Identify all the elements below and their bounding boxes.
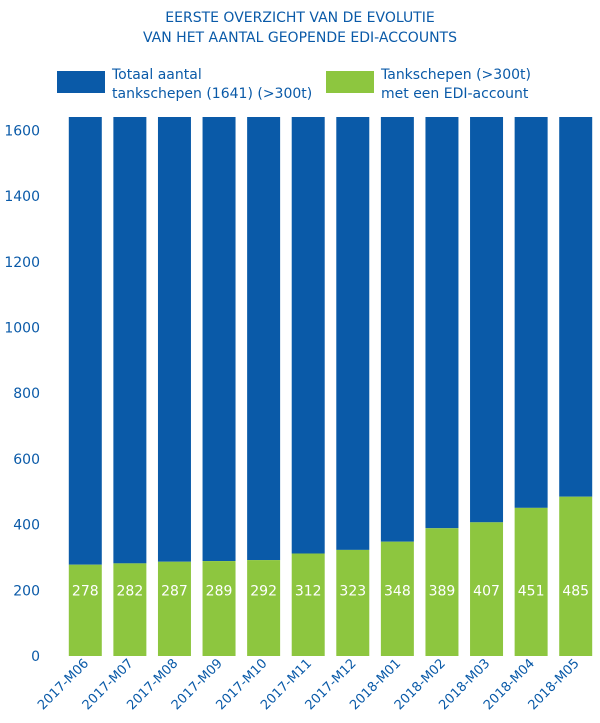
y-tick-label: 600 <box>13 452 40 468</box>
bar-total-segment <box>336 117 370 550</box>
y-tick-label: 800 <box>13 386 40 402</box>
y-tick-label: 1000 <box>4 321 40 337</box>
bar-edi-segment <box>113 563 147 656</box>
data-label: 451 <box>518 583 545 599</box>
legend-label-edi-line-1: Tankschepen (>300t) <box>380 67 531 83</box>
bar-edi-segment <box>559 496 593 656</box>
bar-edi-segment <box>157 561 191 656</box>
legend: Totaal aantal tankschepen (1641) (>300t)… <box>57 67 531 102</box>
bar-edi-segment <box>514 507 548 656</box>
bars: 278 282 287 289 292 312 323 348 389 407 451 485 <box>68 117 593 656</box>
data-label: 287 <box>161 583 188 599</box>
bar-total-segment <box>559 117 593 497</box>
y-axis: 0 200 400 600 800 1000 1200 1400 1600 <box>4 123 40 665</box>
data-label: 289 <box>206 583 233 599</box>
legend-swatch-total <box>57 71 105 93</box>
data-label: 323 <box>339 583 366 599</box>
data-label: 348 <box>384 583 411 599</box>
bar-total-segment <box>380 117 414 542</box>
x-axis: 2017-M062017-M072017-M082017-M092017-M10… <box>35 656 582 713</box>
chart-title-line-1: EERSTE OVERZICHT VAN DE EVOLUTIE <box>165 10 434 26</box>
legend-swatch-edi <box>326 71 374 93</box>
bar-total-segment <box>425 117 459 529</box>
bar-edi-segment <box>247 560 281 656</box>
y-tick-label: 0 <box>31 649 40 665</box>
data-label: 312 <box>295 583 322 599</box>
y-tick-label: 1200 <box>4 255 40 271</box>
bar-total-segment <box>202 117 236 562</box>
y-tick-label: 400 <box>13 518 40 534</box>
bar-edi-segment <box>425 528 459 656</box>
data-label: 389 <box>429 583 456 599</box>
bar-total-segment <box>514 117 548 508</box>
bar-edi-segment <box>336 549 370 656</box>
bar-edi-segment <box>470 522 504 656</box>
bar-total-segment <box>470 117 504 523</box>
y-tick-label: 200 <box>13 583 40 599</box>
bar-total-segment <box>247 117 281 561</box>
data-label: 407 <box>473 583 500 599</box>
data-label: 485 <box>562 583 589 599</box>
legend-label-total-line-2: tankschepen (1641) (>300t) <box>112 86 312 102</box>
bar-total-segment <box>68 117 102 565</box>
chart-title-line-2: VAN HET AANTAL GEOPENDE EDI-ACCOUNTS <box>143 30 457 46</box>
bar-total-segment <box>291 117 325 554</box>
data-label: 282 <box>117 583 144 599</box>
bar-edi-segment <box>68 564 102 656</box>
data-label: 278 <box>72 583 99 599</box>
bar-edi-segment <box>380 541 414 656</box>
bar-total-segment <box>113 117 147 564</box>
data-label: 292 <box>250 583 277 599</box>
y-tick-label: 1400 <box>4 189 40 205</box>
bar-total-segment <box>157 117 191 562</box>
legend-label-edi-line-2: met een EDI-account <box>381 86 529 102</box>
bar-edi-segment <box>202 561 236 656</box>
legend-label-total-line-1: Totaal aantal <box>111 67 202 83</box>
bar-edi-segment <box>291 553 325 656</box>
y-tick-label: 1600 <box>4 123 40 139</box>
